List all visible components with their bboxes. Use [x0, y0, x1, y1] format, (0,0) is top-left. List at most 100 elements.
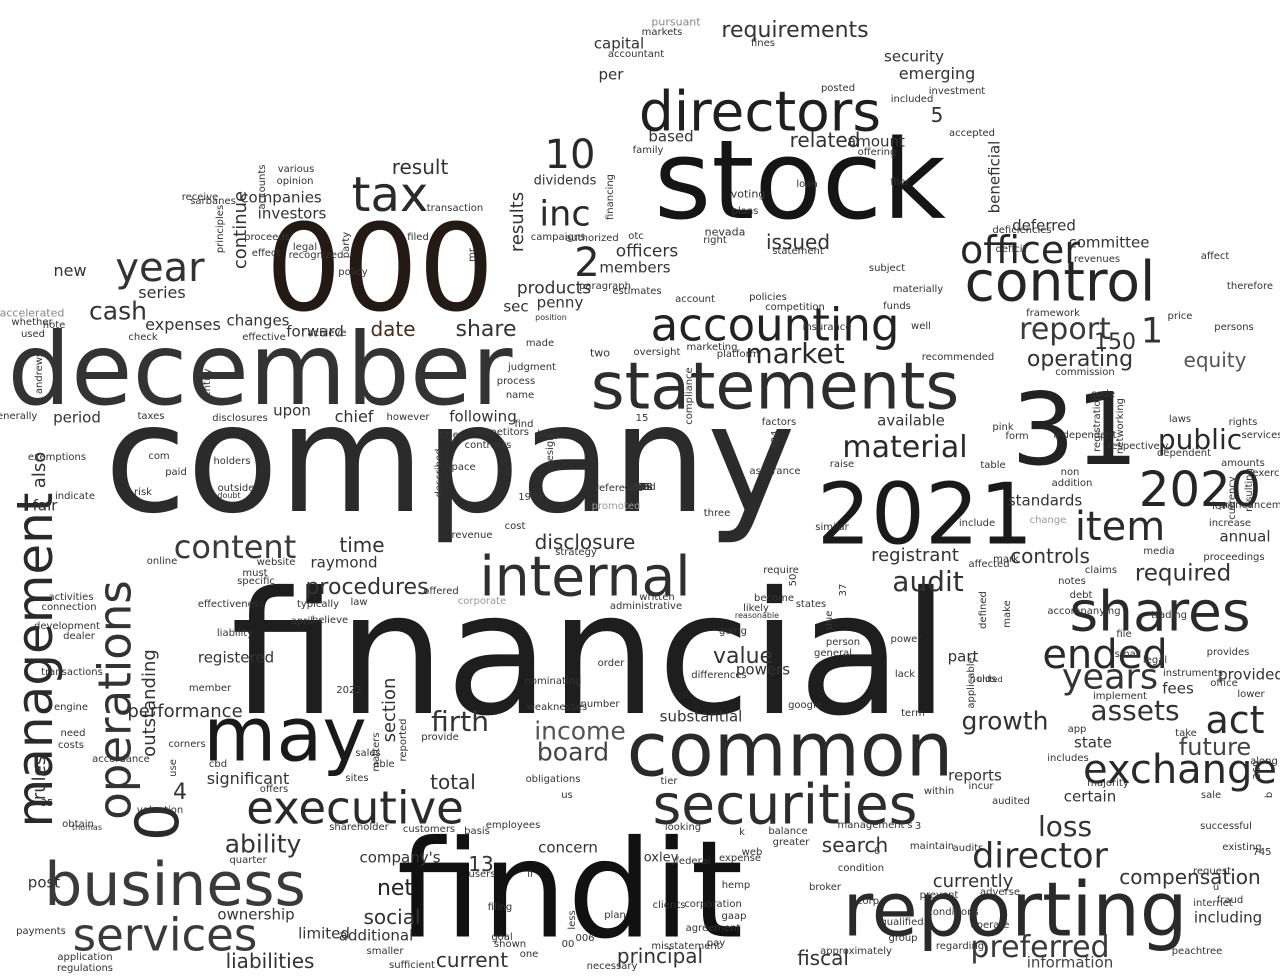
word-disclosure: disclosure — [534, 530, 636, 554]
word-deficit: deficit — [995, 244, 1027, 255]
word-plans: plans — [731, 206, 759, 217]
word-specific: specific — [237, 576, 275, 587]
word-accounts: accounts — [257, 164, 268, 210]
word-valuation: valuation — [136, 805, 184, 816]
word-corp: corp — [856, 896, 880, 907]
word-reference: reference — [595, 483, 643, 494]
word-strategy: strategy — [555, 547, 597, 558]
word-compensation: compensation — [1119, 865, 1261, 889]
word-transaction: transaction — [426, 203, 484, 214]
word-campaigns: campaigns — [530, 232, 586, 243]
word-officers: officers — [615, 241, 679, 262]
word-increase: increase — [1208, 518, 1252, 529]
word-current: current — [435, 948, 509, 972]
word-time: time — [339, 533, 385, 557]
word-markets: markets — [641, 27, 683, 38]
word-power: power — [890, 634, 922, 645]
word-liabilities: liabilities — [225, 949, 315, 973]
word-material: material — [842, 430, 968, 465]
word-achieve: achieve — [307, 328, 347, 339]
word-order: order — [597, 658, 625, 669]
word-assurance: assurance — [749, 466, 801, 477]
word-liability: liability — [216, 628, 254, 639]
word-amounts: amounts — [1221, 458, 1265, 469]
word-generally: generally — [0, 411, 38, 422]
word-nevada: nevada — [704, 225, 746, 239]
word-006: 006 — [575, 933, 595, 944]
word-14: 14 — [633, 482, 647, 493]
word-condition: condition — [837, 863, 885, 874]
word-law: law — [350, 597, 368, 608]
word-legal: legal — [1142, 655, 1168, 666]
word-disclosures: disclosures — [212, 413, 268, 424]
word-application: application — [57, 952, 113, 963]
word-executive: executive — [246, 781, 464, 835]
word-cost: cost — [504, 521, 526, 532]
word-one: one — [519, 949, 539, 960]
word-13: 13 — [468, 852, 494, 876]
word-effect: effect — [251, 248, 281, 259]
word-content: content — [173, 528, 297, 566]
word-operations: operations — [88, 580, 142, 820]
word-activities: activities — [48, 592, 94, 603]
word-emerging: emerging — [898, 64, 976, 83]
word-name: name — [505, 390, 535, 401]
word-policies: policies — [749, 292, 787, 303]
word-a: a — [636, 482, 644, 493]
word-require: require — [763, 565, 799, 576]
word-investors: investors — [257, 204, 327, 223]
word-audit: audit — [892, 565, 964, 598]
word-ability: ability — [224, 829, 302, 859]
word-estimates: estimates — [612, 286, 662, 297]
word-5: 5 — [930, 103, 944, 127]
word-respectively: respectively — [1107, 441, 1169, 452]
word-position: position — [535, 313, 567, 322]
word-offered: offered — [423, 586, 459, 597]
word-however: however — [386, 412, 430, 423]
word-indicate: indicate — [55, 491, 95, 502]
word-2012: 2012 — [627, 482, 653, 493]
word-u: u — [1212, 882, 1220, 893]
word-upon: upon — [273, 401, 311, 420]
word-well: well — [911, 321, 931, 332]
word-operate: operate — [970, 920, 1010, 931]
word-included: included — [890, 94, 934, 105]
word-shares: shares — [1069, 579, 1251, 644]
word-15: 15 — [635, 413, 649, 424]
word-basis: basis — [464, 826, 490, 837]
word-7: 7 — [636, 482, 644, 493]
word-raymond: raymond — [310, 553, 378, 572]
word-loan: loan — [796, 179, 818, 190]
word-accepted: accepted — [948, 128, 996, 139]
word-check: check — [128, 332, 158, 343]
word-37: 37 — [838, 583, 849, 597]
word-registrant: registrant — [871, 545, 959, 566]
word-900: 900 — [630, 482, 650, 493]
word-must: must — [242, 568, 268, 579]
word-future: future — [1178, 733, 1252, 761]
word-accountant: accountant — [607, 49, 665, 60]
word-notes: notes — [1058, 576, 1086, 587]
word-number: number — [580, 699, 620, 710]
word-inc: inc — [539, 194, 591, 235]
word-looking: looking — [664, 822, 702, 833]
word-able: able — [373, 759, 395, 770]
word-addition: addition — [1051, 478, 1093, 489]
word-reporting: reporting — [842, 865, 1188, 954]
word-tier: tier — [660, 776, 678, 787]
word-similar: similar — [815, 522, 849, 533]
word-adverse: adverse — [979, 887, 1021, 898]
word-reasonable: reasonable — [734, 611, 780, 620]
word-typically: typically — [296, 599, 340, 610]
word-balance: balance — [768, 826, 808, 837]
word-conditions: conditions — [927, 907, 979, 918]
word-right: right — [703, 235, 727, 246]
word-currency: currency — [1227, 476, 1238, 520]
word-social: social — [363, 905, 421, 929]
word-2: 2 — [574, 240, 600, 286]
word-differences: differences — [691, 670, 747, 681]
word-paragraph: paragraph — [579, 281, 631, 292]
word-corners: corners — [168, 739, 206, 750]
word-1934: 1934 — [518, 492, 544, 503]
word-operating: operating — [1026, 347, 1134, 372]
